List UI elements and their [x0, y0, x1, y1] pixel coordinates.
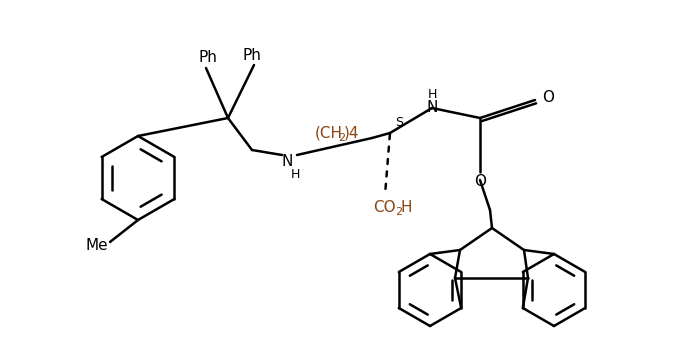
- Text: H: H: [427, 89, 437, 102]
- Text: )4: )4: [344, 125, 360, 140]
- Text: 2: 2: [395, 207, 402, 217]
- Text: CO: CO: [373, 199, 396, 214]
- Text: N: N: [281, 154, 293, 169]
- Text: O: O: [542, 89, 554, 104]
- Text: S: S: [395, 116, 403, 129]
- Text: (CH: (CH: [315, 125, 343, 140]
- Text: Me: Me: [86, 238, 108, 253]
- Text: N: N: [427, 100, 437, 115]
- Text: O: O: [474, 174, 486, 189]
- Text: 2: 2: [338, 133, 345, 143]
- Text: Ph: Ph: [242, 47, 261, 62]
- Text: H: H: [401, 199, 412, 214]
- Text: Ph: Ph: [198, 50, 217, 65]
- Text: H: H: [290, 167, 300, 180]
